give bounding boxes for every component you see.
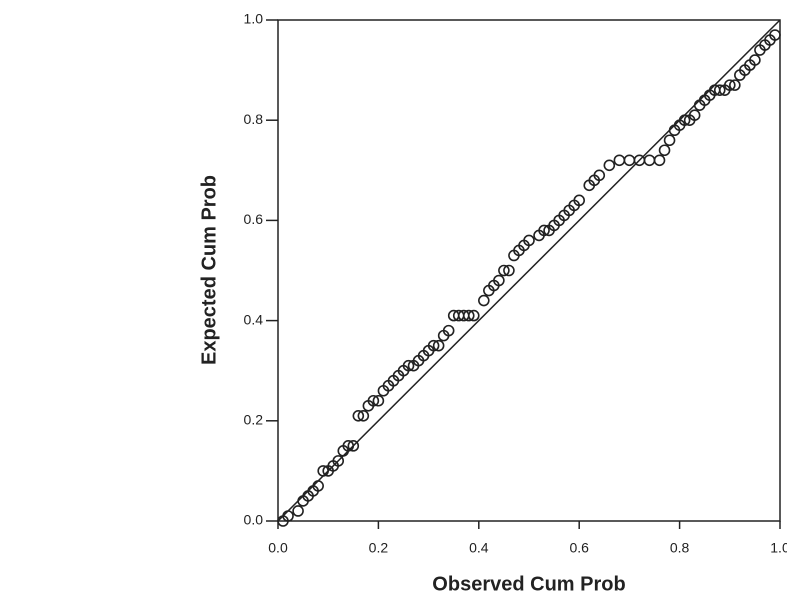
x-tick-label: 0.2 xyxy=(369,540,389,556)
point xyxy=(342,440,355,452)
point xyxy=(623,154,636,167)
point xyxy=(367,394,380,407)
x-tick-label: 0.0 xyxy=(268,540,288,556)
point xyxy=(653,154,666,167)
point xyxy=(467,309,480,322)
y-axis-title: Expected Cum Prob xyxy=(198,175,220,365)
point xyxy=(729,79,741,91)
point xyxy=(352,409,365,422)
y-tick-label: 0.4 xyxy=(244,311,264,327)
point xyxy=(357,409,370,422)
x-tick-label: 1.0 xyxy=(770,540,787,556)
point xyxy=(332,455,345,467)
point xyxy=(603,159,616,172)
point xyxy=(347,440,360,452)
point xyxy=(613,154,626,167)
point xyxy=(282,510,294,522)
point xyxy=(658,144,671,157)
point xyxy=(498,264,510,277)
point xyxy=(402,359,415,372)
reference-line xyxy=(277,19,781,522)
point xyxy=(769,29,781,41)
y-tick-label: 0.0 xyxy=(244,512,264,528)
point xyxy=(593,169,606,182)
point xyxy=(523,234,535,247)
y-tick-label: 0.2 xyxy=(244,412,264,428)
y-tick-label: 0.8 xyxy=(244,111,264,127)
point xyxy=(442,324,455,337)
point xyxy=(538,224,550,237)
point xyxy=(478,294,490,307)
point xyxy=(427,339,440,352)
point xyxy=(372,394,385,407)
point xyxy=(688,109,701,121)
point xyxy=(663,134,676,147)
point xyxy=(493,274,505,287)
x-tick-label: 0.4 xyxy=(469,540,489,556)
point xyxy=(317,465,329,477)
x-tick-label: 0.6 xyxy=(569,540,589,556)
y-tick-label: 1.0 xyxy=(244,11,264,27)
point xyxy=(292,505,304,517)
x-tick-label: 0.8 xyxy=(670,540,690,556)
point xyxy=(503,264,515,277)
y-tick-label: 0.6 xyxy=(244,211,264,227)
point xyxy=(749,54,761,66)
point xyxy=(643,154,656,167)
point xyxy=(678,114,691,126)
point xyxy=(432,339,445,352)
point xyxy=(723,79,736,91)
x-axis-title: Observed Cum Prob xyxy=(432,573,625,595)
point xyxy=(312,480,324,492)
point xyxy=(713,84,726,96)
point xyxy=(462,309,475,322)
plot-frame xyxy=(277,19,781,522)
point xyxy=(573,194,586,207)
